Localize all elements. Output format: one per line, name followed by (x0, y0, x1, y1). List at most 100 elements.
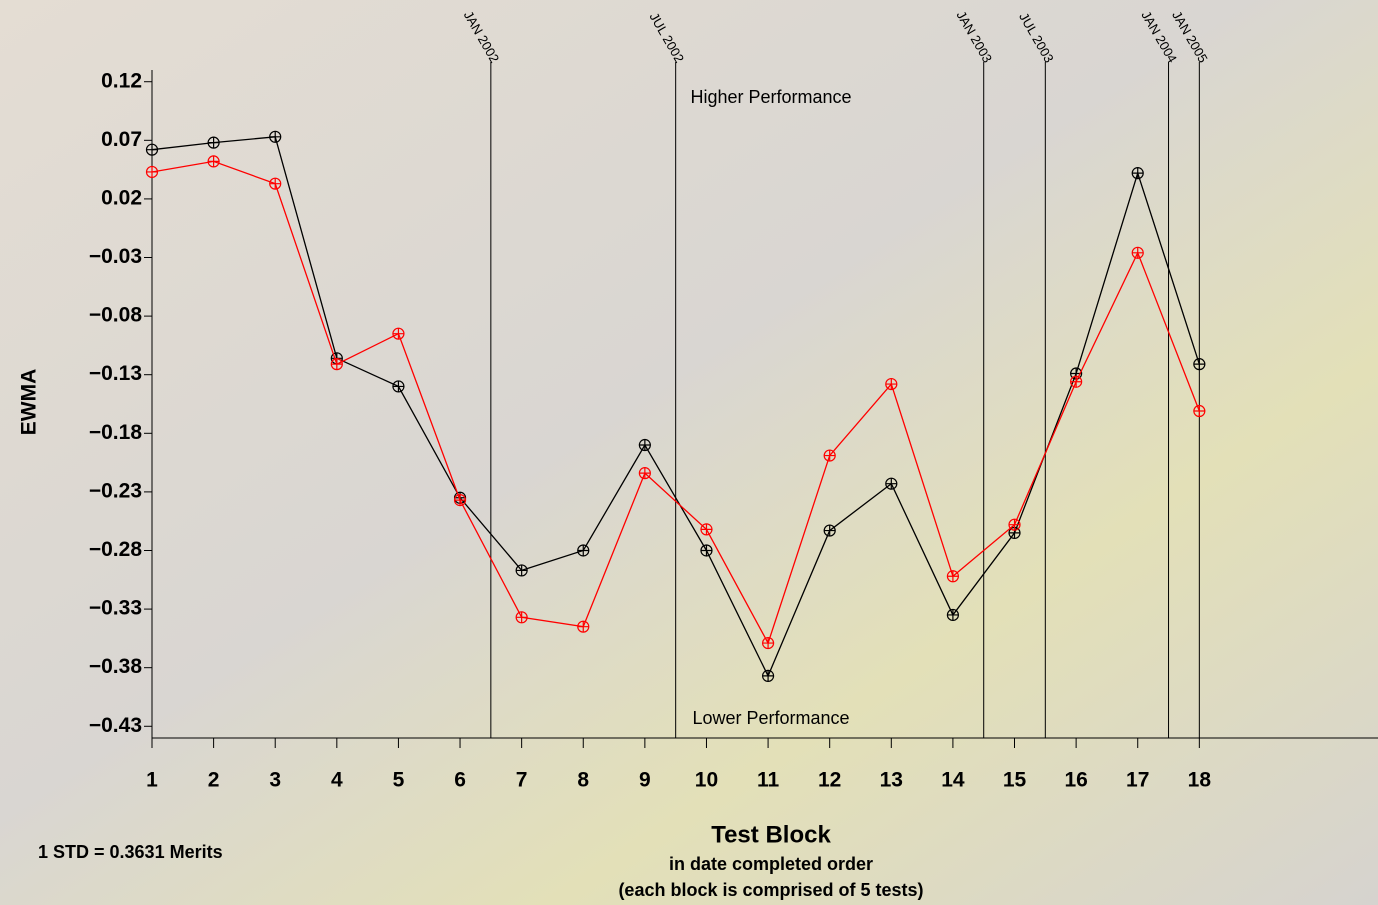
series-line (151, 136, 1200, 678)
marker-cross (762, 637, 774, 649)
y-tick-label: −0.18 (89, 421, 142, 444)
x-tick-label: 7 (516, 769, 528, 792)
y-tick-label: 0.02 (101, 186, 142, 209)
x-tick-label: 11 (757, 769, 780, 792)
data-point (761, 636, 775, 650)
data-point (638, 467, 651, 480)
x-tick-label: 5 (393, 769, 405, 792)
data-point (392, 380, 405, 393)
data-point (1008, 518, 1021, 531)
marker-cross (454, 494, 466, 506)
marker-cross (577, 544, 589, 556)
marker-cross (885, 378, 897, 390)
marker-cross (1070, 376, 1082, 388)
x-tick-label: 12 (818, 769, 841, 792)
data-point (515, 564, 528, 577)
marker-cross (269, 178, 281, 190)
data-point (515, 611, 528, 624)
x-tick-label: 9 (639, 769, 651, 792)
x-tick-label: 2 (208, 769, 220, 792)
marker-cross (1132, 167, 1144, 179)
y-tick-label: 0.12 (101, 69, 142, 92)
x-tick-label: 13 (880, 769, 903, 792)
data-point (700, 523, 713, 536)
data-point (823, 449, 836, 462)
data-point (885, 477, 898, 490)
marker-cross (762, 670, 774, 682)
marker-cross (947, 609, 959, 621)
x-axis-sublabel: in date completed order (669, 854, 873, 874)
data-point (1070, 375, 1083, 388)
marker-cross (947, 570, 959, 582)
marker-cross (1009, 519, 1021, 531)
marker-cross (146, 166, 158, 178)
y-tick-label: −0.03 (89, 245, 142, 268)
x-tick-label: 10 (695, 769, 718, 792)
data-point (946, 608, 960, 622)
y-tick-label: −0.43 (89, 714, 142, 737)
data-point (145, 143, 159, 156)
x-tick-label: 3 (269, 769, 281, 792)
marker-cross (824, 525, 836, 537)
data-point (1193, 404, 1206, 418)
marker-cross (1193, 405, 1205, 417)
marker-cross (639, 467, 651, 479)
data-point (207, 136, 220, 149)
data-point (885, 377, 898, 391)
data-point (638, 438, 651, 452)
data-point (269, 177, 282, 190)
data-point (453, 493, 467, 507)
data-point (330, 358, 343, 371)
data-point (577, 544, 590, 557)
x-axis-sublabel: (each block is comprised of 5 tests) (618, 880, 923, 900)
data-point (269, 130, 282, 143)
y-tick-label: −0.28 (89, 538, 142, 561)
marker-cross (146, 144, 158, 156)
data-point (761, 669, 775, 682)
data-point (1193, 358, 1206, 371)
y-tick-label: 0.07 (101, 128, 142, 151)
marker-cross (331, 358, 343, 370)
data-point (823, 524, 836, 537)
y-tick-label: −0.38 (89, 655, 142, 678)
marker-cross (1132, 247, 1144, 259)
data-point (392, 327, 405, 340)
marker-cross (269, 131, 281, 143)
data-point (207, 155, 220, 168)
marker-cross (208, 137, 220, 149)
marker-cross (208, 155, 220, 167)
marker-cross (700, 523, 712, 535)
y-axis-label: EWMA (18, 369, 41, 436)
y-tick-label: −0.08 (89, 304, 142, 327)
x-tick-label: 17 (1126, 769, 1149, 792)
x-tick-label: 15 (1003, 769, 1027, 792)
marker-cross (824, 450, 836, 462)
annotation: Higher Performance (690, 87, 851, 107)
marker-cross (1193, 358, 1205, 370)
marker-cross (516, 611, 528, 623)
marker-cross (516, 564, 528, 576)
x-tick-label: 6 (454, 769, 466, 792)
series-line (151, 160, 1200, 645)
marker-cross (700, 544, 712, 556)
marker-cross (392, 328, 404, 340)
x-tick-label: 14 (941, 769, 965, 792)
x-tick-label: 16 (1064, 769, 1087, 792)
y-tick-label: −0.33 (89, 597, 142, 620)
x-tick-label: 4 (331, 769, 343, 792)
annotation: Lower Performance (692, 708, 849, 728)
marker-cross (639, 439, 651, 451)
marker-cross (885, 478, 897, 490)
x-tick-label: 18 (1188, 769, 1212, 792)
data-point (1131, 246, 1144, 259)
y-tick-label: −0.13 (89, 362, 142, 385)
note: 1 STD = 0.3631 Merits (38, 842, 223, 862)
data-point (577, 620, 590, 633)
data-point (946, 570, 960, 583)
y-tick-label: −0.23 (89, 479, 142, 502)
data-point (1131, 167, 1144, 180)
marker-cross (392, 380, 404, 392)
x-tick-label: 1 (146, 769, 158, 792)
